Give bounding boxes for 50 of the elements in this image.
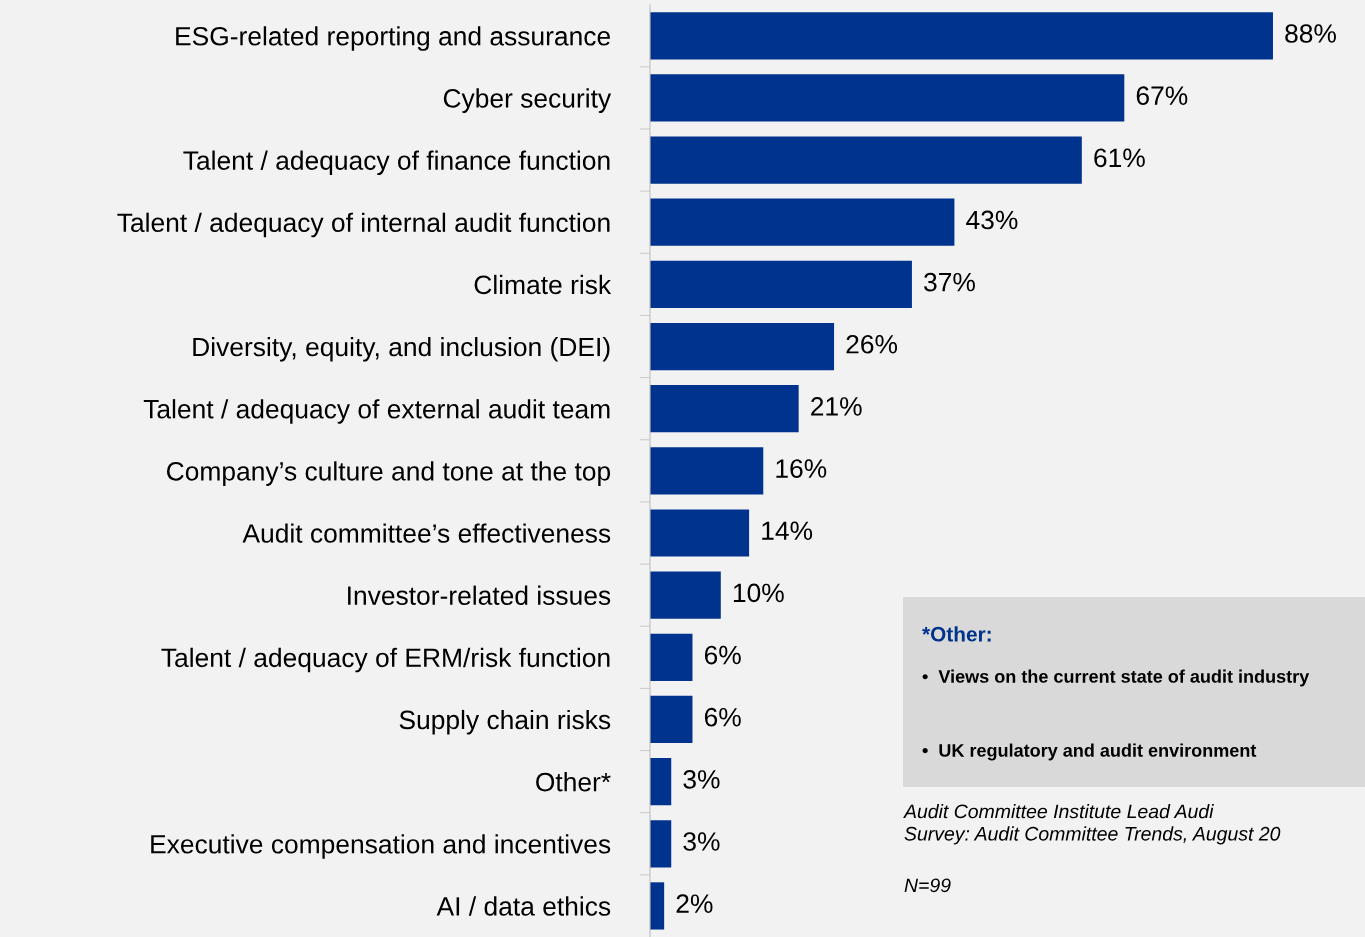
data-label: 16% — [776, 459, 827, 478]
bar — [650, 509, 750, 557]
y-tick-label: Investor-related issues — [348, 585, 611, 605]
data-label: 21% — [811, 397, 862, 416]
bar — [650, 12, 1273, 60]
bar — [650, 571, 721, 619]
annotation: • UK regulatory and audit environment — [922, 743, 1257, 761]
data-label: 3% — [683, 832, 720, 851]
bar — [650, 260, 912, 308]
bar — [650, 198, 955, 246]
data-label: 37% — [924, 272, 975, 292]
annotation: *Other: — [922, 626, 991, 642]
bar — [650, 385, 799, 433]
data-label: 61% — [1094, 148, 1145, 168]
annotation: Audit Committee Institute Lead Audi Survey: Audit Committee Trends, August 20 — [903, 804, 1281, 845]
y-tick-label: ESG-related reporting and assurance — [176, 26, 610, 51]
y-tick-label: Climate risk — [474, 274, 612, 295]
data-label: 88% — [1285, 24, 1336, 43]
y-tick-label: Other* — [536, 772, 611, 792]
bar — [650, 882, 665, 930]
data-label: 43% — [966, 210, 1018, 230]
y-tick-label: Talent / adequacy of ERM/risk function — [161, 647, 610, 673]
annotation: N=99 — [904, 878, 951, 893]
y-tick-label: Audit committee’s effectiveness — [242, 523, 611, 543]
y-tick-label: Executive compensation and incentives — [151, 834, 611, 859]
bar — [650, 820, 672, 868]
data-label: 67% — [1136, 86, 1188, 105]
bar — [650, 447, 764, 495]
y-tick-label: AI / data ethics — [436, 896, 611, 916]
data-label: 26% — [846, 334, 898, 354]
bar — [650, 633, 693, 681]
y-tick-label: Talent / adequacy of finance function — [183, 150, 610, 176]
y-tick-label: Talent / adequacy of external audit team — [143, 399, 610, 424]
bar — [650, 758, 672, 806]
bar — [650, 136, 1082, 184]
data-label: 2% — [676, 894, 713, 913]
bar — [650, 322, 835, 371]
data-label: 3% — [683, 770, 720, 789]
y-tick-label: Cyber security — [443, 88, 612, 113]
annotation: • Views on the current state of audit industry — [922, 669, 1310, 687]
data-label: 6% — [704, 707, 741, 727]
y-tick-label: Diversity, equity, and inclusion (DEI) — [193, 336, 610, 362]
y-tick-label: Talent / adequacy of internal audit function — [117, 212, 610, 238]
y-tick-label: Supply chain risks — [399, 709, 611, 735]
data-label: 6% — [704, 645, 741, 665]
data-label: 10% — [733, 583, 784, 603]
data-label: 14% — [762, 521, 813, 540]
y-tick-label: Company’s culture and tone at the top — [166, 461, 611, 486]
bar — [650, 74, 1125, 122]
bar — [650, 695, 693, 744]
